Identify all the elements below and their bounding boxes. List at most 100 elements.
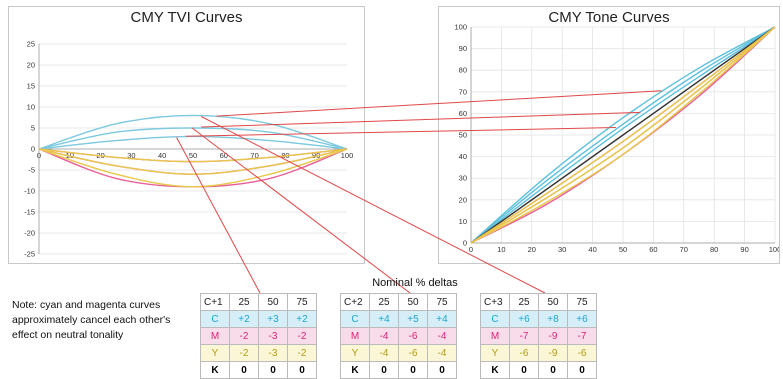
table-cell: -9 [538,327,568,345]
table-cell: +2 [287,310,317,328]
series-line-1 [38,127,348,150]
table-cell: Y [340,344,370,362]
table-cell: C+3 [480,293,510,311]
table-cell: +4 [369,310,399,328]
table-cell: -3 [258,327,288,345]
table-cell: -6 [509,344,539,362]
y-tick-label: 70 [459,87,467,96]
x-tick-label: 40 [158,151,166,160]
table-cell: +6 [509,310,539,328]
table-cell: 50 [398,293,428,311]
x-tick-label: 60 [649,245,657,254]
table-cell: -4 [427,327,457,345]
y-tick-label: -25 [24,250,35,259]
y-tick-label: -15 [24,208,35,217]
table-cell: M [480,327,510,345]
y-tick-label: 10 [459,217,467,226]
x-tick-label: 30 [558,245,566,254]
y-tick-label: 40 [459,152,467,161]
table-cell: -7 [567,327,597,345]
y-tick-label: 30 [459,174,467,183]
tone-chart-panel: CMY Tone Curves 100 90 80 70 60 50 40 30 20 10 0 0 1… [438,6,780,264]
x-tick-label: 50 [619,245,627,254]
table-cell: 75 [427,293,457,311]
y-tick-label: 20 [459,195,467,204]
y-tick-label: 80 [459,66,467,75]
x-tick-label: 80 [710,245,718,254]
tone-chart-title: CMY Tone Curves [548,9,670,26]
table-cell: 75 [287,293,317,311]
note-text: Note: cyan and magenta curves approximat… [12,299,171,341]
table-cell: -6 [398,344,428,362]
y-tick-label: 5 [31,124,35,133]
y-tick-label: 15 [27,82,35,91]
x-tick-label: 0 [469,245,473,254]
table-cell: 0 [369,361,399,379]
table-cell: 50 [538,293,568,311]
x-tick-label: 90 [740,245,748,254]
y-tick-label: 50 [459,131,467,140]
table-cell: -9 [538,344,568,362]
table-cell: C [340,310,370,328]
x-tick-label: 50 [189,151,197,160]
table-cell: 25 [229,293,259,311]
table-cell: C+2 [340,293,370,311]
table-cell: 75 [567,293,597,311]
table-cell: 0 [567,361,597,379]
y-tick-label: 60 [459,109,467,118]
table-cell: C [200,310,230,328]
y-tick-label: 90 [459,44,467,53]
table-cell: Y [200,344,230,362]
table-cell: C+1 [200,293,230,311]
table-cell: K [200,361,230,379]
y-tick-label: -20 [24,229,35,238]
table-cell: -6 [398,327,428,345]
table-cell: -2 [229,344,259,362]
table-cell: +5 [398,310,428,328]
table-cell: 25 [369,293,399,311]
x-tick-label: 100 [341,151,354,160]
table-cell: 0 [229,361,259,379]
table-cell: C [480,310,510,328]
table-cell: +2 [229,310,259,328]
y-tick-label: 0 [31,145,35,154]
table-cell: 50 [258,293,288,311]
table-cell: +6 [567,310,597,328]
table-cell: -2 [229,327,259,345]
y-tick-label: -10 [24,187,35,196]
y-tick-label: 25 [27,40,35,49]
table-cell: -6 [567,344,597,362]
y-tick-label: 0 [463,239,467,248]
table-cell: -4 [369,327,399,345]
table-cell: -3 [258,344,288,362]
x-tick-label: 30 [127,151,135,160]
table-cell: -4 [369,344,399,362]
table-cell: 25 [509,293,539,311]
table-cell: M [340,327,370,345]
x-tick-label: 100 [769,245,779,254]
table-cell: +3 [258,310,288,328]
x-tick-label: 60 [220,151,228,160]
x-tick-label: 40 [588,245,596,254]
y-tick-label: 10 [27,103,35,112]
tvi-chart-panel: CMY TVI Curves 25 20 15 10 50 -5 -10 -15 -20 -25 0… [8,6,365,264]
y-tick-label: -5 [28,166,35,175]
table-cell: Y [480,344,510,362]
nominal-deltas-title: Nominal % deltas [372,277,458,289]
table-cell: 0 [509,361,539,379]
tvi-chart: 2520151050-5-10-15-20-250102030405060708… [24,40,354,259]
x-tick-label: 70 [680,245,688,254]
table-cell: +8 [538,310,568,328]
table-cell: M [200,327,230,345]
y-tick-label: 100 [454,23,467,32]
x-tick-label: 10 [497,245,505,254]
table-cell: +4 [427,310,457,328]
x-tick-label: 20 [528,245,536,254]
tvi-chart-title: CMY TVI Curves [130,9,243,26]
table-cell: -2 [287,344,317,362]
table-cell: -4 [427,344,457,362]
table-cell: -7 [509,327,539,345]
